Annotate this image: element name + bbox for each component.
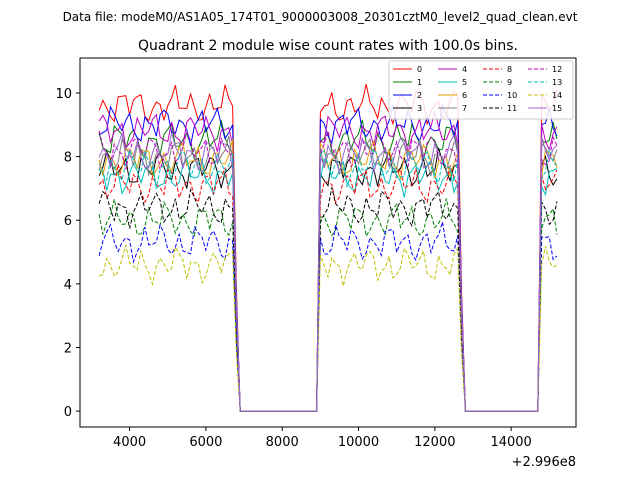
legend-label-6: 6 <box>462 91 467 100</box>
series-line-14 <box>98 244 558 412</box>
series-line-1 <box>98 119 558 412</box>
legend-label-11: 11 <box>507 104 517 113</box>
legend-label-2: 2 <box>417 91 422 100</box>
series-line-4 <box>98 111 558 412</box>
series-line-13 <box>98 148 558 412</box>
legend-label-1: 1 <box>417 78 422 87</box>
y-tick-label: 6 <box>64 214 72 229</box>
legend-label-13: 13 <box>552 78 562 87</box>
x-tick-label: 12000 <box>414 435 455 450</box>
series-line-9 <box>98 198 558 412</box>
chart-title: Quadrant 2 module wise count rates with … <box>138 38 518 54</box>
legend-label-4: 4 <box>462 65 467 74</box>
series-line-15 <box>98 132 558 412</box>
y-tick-label: 8 <box>64 151 72 166</box>
legend-label-0: 0 <box>417 65 422 74</box>
axes-frame <box>79 57 577 428</box>
plot-series-group <box>98 83 558 412</box>
x-tick-label: 10000 <box>338 435 379 450</box>
series-line-8 <box>98 164 558 412</box>
legend-label-5: 5 <box>462 78 467 87</box>
y-tick-label: 2 <box>64 341 72 356</box>
series-line-11 <box>98 187 558 412</box>
legend-box <box>388 60 574 120</box>
data-file-label: Data file: modeM0/AS1A05_174T01_90000030… <box>63 10 578 24</box>
x-tick-label: 4000 <box>113 435 146 450</box>
x-axis: 4000 6000 8000 10000 12000 14000 <box>113 427 532 450</box>
legend-label-10: 10 <box>507 91 517 100</box>
legend-label-12: 12 <box>552 65 562 74</box>
series-line-2 <box>98 103 558 412</box>
legend-label-7: 7 <box>462 104 467 113</box>
series-line-10 <box>98 221 558 412</box>
y-tick-label: 0 <box>64 405 72 420</box>
y-axis: 0 2 4 6 8 10 <box>55 87 80 420</box>
y-tick-label: 10 <box>55 87 72 102</box>
x-offset-label: +2.996e8 <box>512 455 576 470</box>
y-tick-label: 4 <box>64 278 72 293</box>
legend-label-9: 9 <box>507 78 512 87</box>
x-tick-label: 8000 <box>266 435 299 450</box>
x-tick-label: 14000 <box>490 435 531 450</box>
legend-label-3: 3 <box>417 104 422 113</box>
x-tick-label: 6000 <box>189 435 222 450</box>
legend-label-14: 14 <box>552 91 562 100</box>
series-line-5 <box>98 157 558 412</box>
series-line-3 <box>98 147 558 412</box>
legend-label-8: 8 <box>507 65 512 74</box>
legend-label-15: 15 <box>552 104 562 113</box>
